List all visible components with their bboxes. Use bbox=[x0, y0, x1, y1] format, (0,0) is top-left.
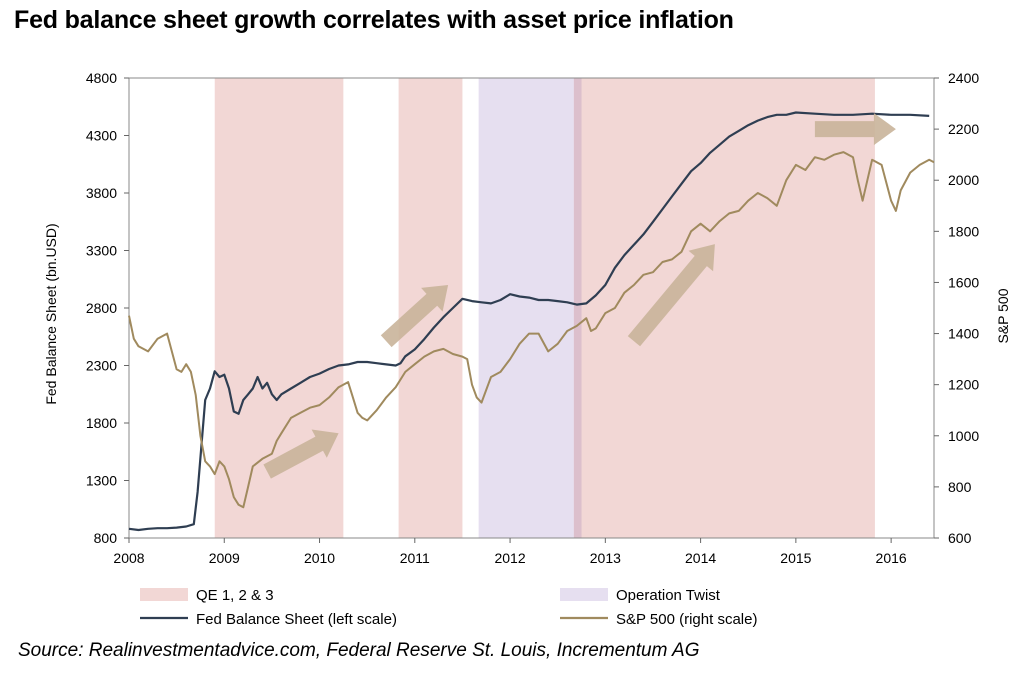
x-tick-2008: 2008 bbox=[113, 550, 144, 566]
x-tick-2016: 2016 bbox=[876, 550, 907, 566]
y-left-tick-1300: 1300 bbox=[86, 473, 117, 489]
legend: QE 1, 2 & 3 Operation Twist Fed Balance Sh… bbox=[140, 587, 757, 628]
y-right-tick-800: 800 bbox=[948, 479, 972, 495]
x-tick-2010: 2010 bbox=[304, 550, 335, 566]
y-left-tick-3800: 3800 bbox=[86, 185, 117, 201]
y-right-tick-1200: 1200 bbox=[948, 377, 979, 393]
legend-label-fed: Fed Balance Sheet (left scale) bbox=[196, 611, 397, 628]
series-lines bbox=[128, 111, 935, 532]
x-tick-2013: 2013 bbox=[590, 550, 621, 566]
y-right-tick-1600: 1600 bbox=[948, 274, 979, 290]
y-left-tick-2300: 2300 bbox=[86, 358, 117, 374]
y-left-tick-4800: 4800 bbox=[86, 70, 117, 86]
legend-label-qe: QE 1, 2 & 3 bbox=[196, 587, 274, 604]
x-tick-2009: 2009 bbox=[209, 550, 240, 566]
x-tick-2011: 2011 bbox=[400, 550, 430, 566]
trend-arrow-1 bbox=[380, 285, 449, 348]
x-tick-2012: 2012 bbox=[494, 550, 525, 566]
chart-title: Fed balance sheet growth correlates with… bbox=[14, 6, 734, 34]
shaded-periods bbox=[214, 78, 875, 538]
y-left-tick-4300: 4300 bbox=[86, 128, 117, 144]
y-right-tick-1800: 1800 bbox=[948, 223, 979, 239]
source-note: Source: Realinvestmentadvice.com, Federa… bbox=[18, 640, 700, 661]
legend-swatch-twist bbox=[560, 588, 608, 601]
legend-label-twist: Operation Twist bbox=[616, 587, 721, 604]
y-right-axis-label: S&P 500 bbox=[995, 288, 1011, 343]
y-right-tick-2000: 2000 bbox=[948, 172, 979, 188]
x-tick-2014: 2014 bbox=[685, 550, 716, 566]
y-right-tick-2400: 2400 bbox=[948, 70, 979, 86]
y-left-tick-800: 800 bbox=[94, 530, 118, 546]
y-right-tick-2200: 2200 bbox=[948, 121, 979, 137]
legend-swatch-qe bbox=[140, 588, 188, 601]
trend-arrow-3 bbox=[814, 113, 896, 146]
sp500-line bbox=[128, 151, 935, 509]
trend-arrow-2 bbox=[627, 244, 715, 347]
axes: 2008 2009 2010 2011 2012 2013 2014 2015 2016 4800… bbox=[43, 70, 1011, 566]
x-tick-2015: 2015 bbox=[780, 550, 811, 566]
trend-arrow-0 bbox=[263, 429, 339, 479]
y-left-tick-3300: 3300 bbox=[86, 243, 117, 259]
fed-balance-line bbox=[128, 111, 930, 532]
y-left-tick-2800: 2800 bbox=[86, 300, 117, 316]
y-right-tick-1000: 1000 bbox=[948, 428, 979, 444]
y-left-tick-1800: 1800 bbox=[86, 415, 117, 431]
y-right-tick-1400: 1400 bbox=[948, 326, 979, 342]
overlap-band bbox=[573, 78, 582, 538]
legend-label-spx: S&P 500 (right scale) bbox=[616, 611, 757, 628]
y-left-axis-label: Fed Balance Sheet (bn.USD) bbox=[43, 223, 59, 404]
twist-band-2 bbox=[478, 78, 582, 538]
qe-band-3 bbox=[573, 78, 875, 538]
chart-canvas: 2008 2009 2010 2011 2012 2013 2014 2015 2016 4800… bbox=[43, 70, 1011, 628]
y-right-tick-600: 600 bbox=[948, 530, 972, 546]
trend-arrows bbox=[263, 113, 896, 479]
